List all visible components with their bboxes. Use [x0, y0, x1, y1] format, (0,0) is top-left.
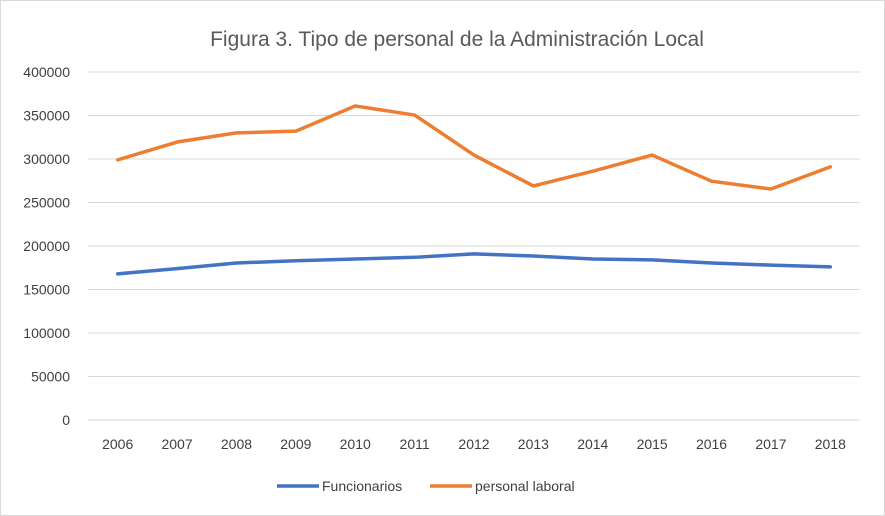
chart-title: Figura 3. Tipo de personal de la Adminis…: [210, 28, 704, 51]
x-tick-label: 2018: [815, 436, 846, 452]
y-tick-label: 300000: [23, 151, 70, 167]
y-tick-label: 200000: [23, 238, 70, 254]
x-tick-label: 2006: [102, 436, 133, 452]
legend-item: Funcionarios: [277, 478, 402, 494]
x-tick-label: 2012: [458, 436, 489, 452]
y-tick-label: 0: [62, 412, 70, 428]
x-tick-label: 2007: [161, 436, 192, 452]
legend-label: personal laboral: [475, 478, 575, 494]
y-tick-label: 250000: [23, 195, 70, 211]
y-tick-label: 50000: [31, 369, 70, 385]
x-tick-label: 2014: [577, 436, 608, 452]
x-tick-label: 2011: [400, 436, 430, 452]
y-tick-label: 150000: [23, 282, 70, 298]
x-tick-label: 2008: [221, 436, 252, 452]
y-tick-label: 400000: [23, 64, 70, 80]
x-tick-label: 2017: [755, 436, 786, 452]
x-tick-label: 2016: [696, 436, 727, 452]
x-tick-label: 2013: [518, 436, 549, 452]
x-tick-label: 2010: [340, 436, 371, 452]
series-line-1: [115, 104, 833, 191]
series-line-0: [115, 252, 833, 276]
x-tick-label: 2009: [280, 436, 311, 452]
y-tick-label: 350000: [23, 108, 70, 124]
x-tick-label: 2015: [637, 436, 668, 452]
legend-item: personal laboral: [430, 478, 575, 494]
legend-label: Funcionarios: [322, 478, 402, 494]
y-tick-label: 100000: [23, 325, 70, 341]
